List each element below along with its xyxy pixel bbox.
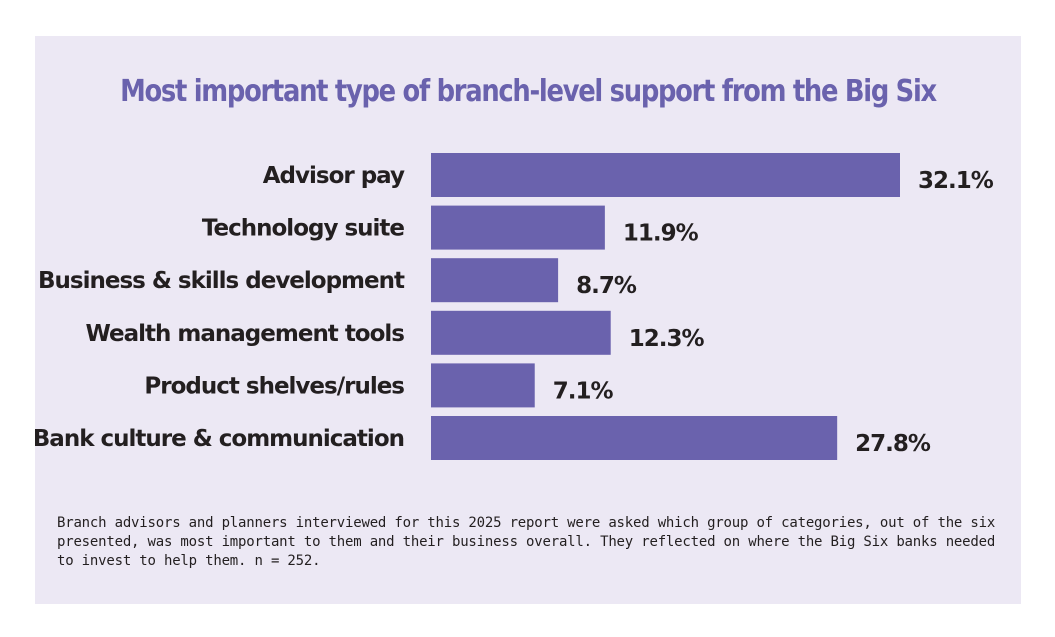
value-label-3: 12.3% xyxy=(629,326,705,352)
footnote: Branch advisors and planners interviewed… xyxy=(57,515,996,569)
category-label-1: Technology suite xyxy=(202,216,405,242)
category-label-5: Bank culture & communication xyxy=(35,426,404,452)
bars-layer: Advisor pay 32.1% Technology suite 11.9% Bus… xyxy=(35,153,995,460)
category-label-0: Advisor pay xyxy=(263,163,405,189)
bar-0 xyxy=(431,153,900,197)
category-label-3: Wealth management tools xyxy=(86,321,405,347)
bar-5 xyxy=(431,416,838,460)
bar-4 xyxy=(431,363,535,408)
value-label-2: 8.7% xyxy=(576,273,637,299)
category-label-2: Business & skills development xyxy=(38,268,405,294)
bar-1 xyxy=(431,205,605,250)
bar-2 xyxy=(431,258,559,303)
chart-title: Most important type of branch-level supp… xyxy=(120,74,937,109)
value-label-0: 32.1% xyxy=(918,168,994,194)
bar-3 xyxy=(431,310,611,355)
value-label-5: 27.8% xyxy=(855,431,931,457)
chart-panel: Most important type of branch-level supp… xyxy=(35,36,1021,604)
bar-chart: Advisor pay 32.1% Technology suite 11.9% Bus… xyxy=(35,153,995,460)
category-label-4: Product shelves/rules xyxy=(144,373,404,399)
value-label-1: 11.9% xyxy=(623,221,699,247)
value-label-4: 7.1% xyxy=(553,378,614,404)
